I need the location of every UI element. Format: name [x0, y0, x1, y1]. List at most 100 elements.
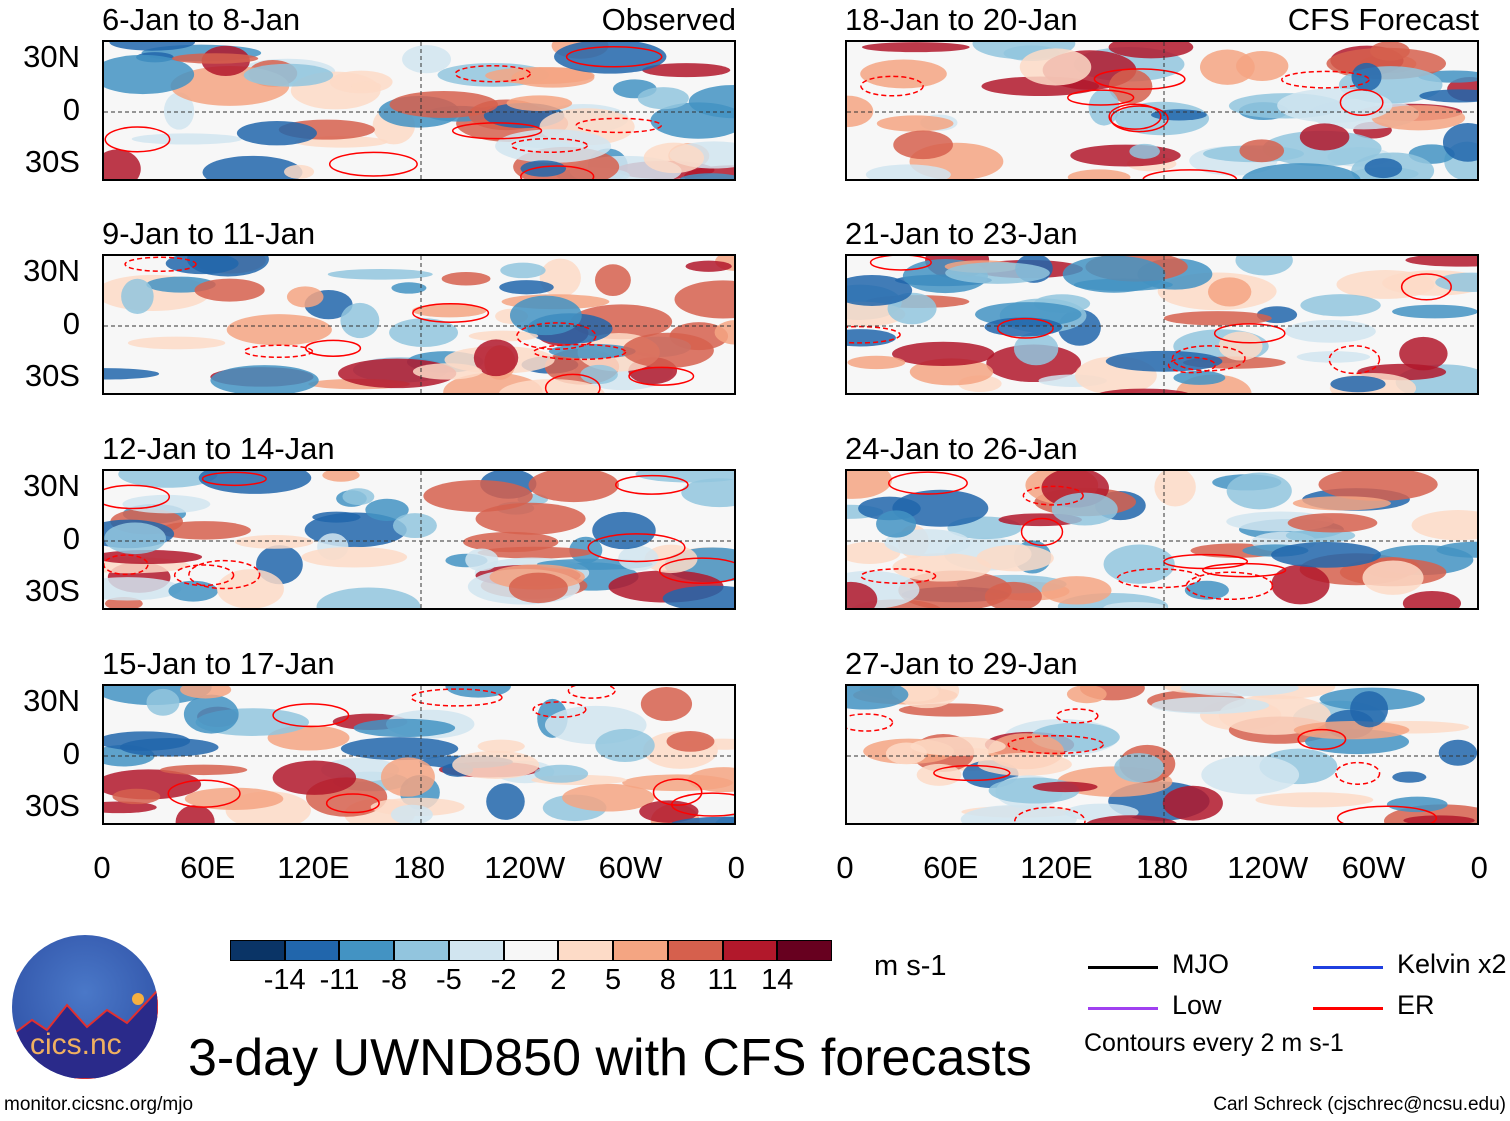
cics-logo — [12, 935, 158, 1079]
anomaly-blob — [984, 317, 1063, 337]
anomaly-blob — [1062, 256, 1166, 293]
colorbar-cell — [284, 940, 340, 961]
colorbar-label: 2 — [550, 964, 567, 996]
lon-label: 60E — [923, 850, 979, 885]
legend-line — [1313, 966, 1383, 969]
anomaly-blob — [1318, 471, 1438, 501]
er-contour — [1110, 105, 1169, 133]
er-contour — [670, 792, 734, 817]
anomaly-blob — [1162, 785, 1223, 821]
anomaly-blob — [234, 534, 314, 549]
lon-label: 60W — [1341, 850, 1406, 885]
anomaly-blob — [217, 569, 284, 608]
anomaly-blob — [392, 513, 437, 539]
lon-label: 0 — [727, 850, 745, 885]
anomaly-blob — [847, 95, 874, 128]
er-contour — [410, 688, 503, 707]
panel-title: 9-Jan to 11-Jan — [102, 216, 316, 251]
anomaly-blob — [622, 774, 733, 792]
anomaly-blob — [1293, 721, 1410, 740]
anomaly-blob — [1350, 691, 1389, 728]
er-contour — [272, 703, 350, 728]
er-contour — [412, 302, 490, 323]
anomaly-blob — [509, 295, 582, 336]
anomaly-blob — [1284, 319, 1376, 343]
anomaly-blob — [892, 553, 992, 582]
anomaly-blob — [594, 264, 631, 297]
er-contour — [520, 165, 595, 179]
anomaly-blob — [1271, 564, 1330, 605]
anomaly-blob — [847, 686, 909, 710]
anomaly-blob — [508, 572, 568, 604]
anomaly-blob — [1103, 602, 1167, 608]
anomaly-blob — [642, 63, 731, 78]
logo-sun — [132, 993, 144, 1005]
colorbar-cell — [777, 940, 832, 961]
anomaly-blob — [637, 87, 689, 110]
anomaly-blob — [681, 478, 734, 508]
er-contour — [1067, 89, 1135, 106]
er-contour — [628, 366, 695, 386]
anomaly-blob — [1299, 123, 1350, 151]
legend-line — [1313, 1007, 1383, 1010]
er-contour — [1171, 345, 1246, 372]
anomaly-blob — [1438, 739, 1477, 766]
anomaly-blob — [1362, 560, 1424, 595]
anomaly-blob — [312, 511, 361, 523]
anomaly-blob — [146, 688, 180, 716]
legend-label: Low — [1172, 990, 1222, 1020]
anomaly-blob — [1032, 781, 1098, 793]
anomaly-blob — [1173, 370, 1226, 385]
footer-credit: Carl Schreck (cjschrec@ncsu.edu) — [1213, 1094, 1506, 1115]
colorbar-cell — [613, 940, 668, 961]
anomaly-blob — [463, 531, 559, 553]
anomaly-blob — [412, 363, 483, 380]
logo-text: cics.nc — [30, 1028, 122, 1061]
lat-label: 30S — [24, 788, 80, 823]
anomaly-blob — [163, 92, 195, 130]
anomaly-blob — [465, 548, 499, 572]
colorbar-label: 8 — [659, 964, 676, 996]
anomaly-blob — [284, 164, 315, 179]
map-panel — [845, 684, 1479, 825]
anomaly-blob — [1419, 89, 1477, 103]
er-contour — [304, 339, 362, 357]
panel-title: 12-Jan to 14-Jan — [102, 431, 335, 466]
anomaly-blob — [1296, 351, 1371, 363]
anomaly-blob — [662, 585, 734, 608]
panel-title: 27-Jan to 29-Jan — [845, 646, 1078, 681]
map-panel — [845, 469, 1479, 610]
anomaly-blob — [127, 336, 226, 350]
er-contour — [888, 471, 968, 495]
lat-label: 30N — [23, 468, 80, 503]
footer-url: monitor.cicsnc.org/mjo — [4, 1094, 194, 1115]
er-contour — [1202, 562, 1287, 578]
anomaly-blob — [365, 498, 409, 521]
er-contour — [533, 343, 627, 361]
map-panel — [102, 684, 736, 825]
anomaly-blob — [389, 91, 498, 118]
anomaly-blob — [118, 471, 218, 488]
anomaly-blob — [104, 54, 195, 95]
anomaly-blob — [1371, 105, 1466, 131]
er-contour — [167, 779, 241, 808]
er-contour — [847, 325, 901, 344]
colorbar-label: -8 — [381, 964, 408, 996]
anomaly-blob — [1103, 544, 1175, 584]
anomaly-blob — [104, 522, 166, 555]
legend-line — [1088, 966, 1158, 969]
anomaly-blob — [340, 302, 380, 339]
er-contour — [1335, 761, 1381, 785]
colorbar-label: 14 — [761, 964, 794, 996]
lat-label: 30S — [24, 573, 80, 608]
anomaly-blob — [595, 728, 655, 763]
anomaly-blob — [1435, 272, 1477, 293]
anomaly-blob — [1067, 169, 1131, 179]
anomaly-blob — [847, 471, 893, 499]
lon-label: 60W — [598, 850, 663, 885]
anomaly-blob — [860, 59, 947, 89]
anomaly-blob — [534, 764, 589, 783]
colorbar-label: 5 — [605, 964, 622, 996]
anomaly-blob — [674, 280, 734, 319]
colorbar-cell — [503, 940, 559, 961]
